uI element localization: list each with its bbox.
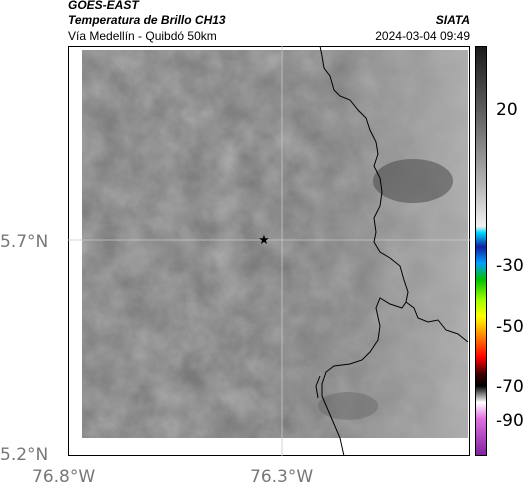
lat-tick-label: 5.7°N (0, 232, 49, 252)
colorbar-gradient (475, 46, 487, 456)
brightness-temperature-map: ★ (68, 46, 470, 456)
colorbar-label: -70 (496, 377, 524, 397)
river-segment (315, 375, 321, 399)
colorbar-label: -30 (496, 256, 524, 276)
title-product: Temperatura de Brillo CH13 (68, 13, 226, 27)
colorbar-label: -50 (496, 317, 524, 337)
colorbar (475, 46, 487, 456)
title-satellite: GOES-EAST (68, 0, 139, 12)
title-source: SIATA (435, 13, 470, 27)
dark-cloud-patch (318, 392, 378, 420)
star-icon: ★ (258, 232, 270, 247)
colorbar-label: 20 (496, 100, 518, 120)
department-border (319, 46, 409, 456)
lon-tick-label: 76.3°W (250, 467, 314, 487)
title-region: Vía Medellín - Quibdó 50km (68, 29, 217, 43)
lat-tick-label: 5.2°N (0, 445, 49, 465)
department-border-east (405, 301, 469, 343)
lon-tick-label: 76.8°W (32, 467, 96, 487)
dark-cloud-patch (373, 159, 453, 203)
title-timestamp: 2024-03-04 09:49 (375, 29, 470, 43)
east-bright-region (268, 50, 468, 438)
colorbar-label: -90 (496, 411, 524, 431)
